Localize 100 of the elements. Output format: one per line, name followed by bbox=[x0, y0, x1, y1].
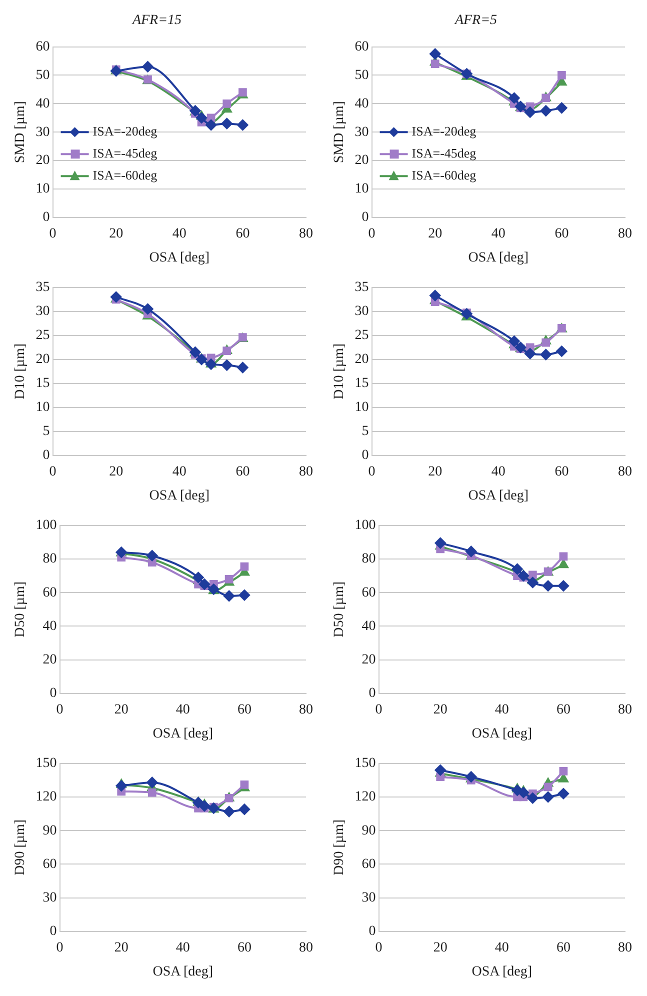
y-tick-label: 20 bbox=[42, 652, 57, 668]
y-tick-label: 30 bbox=[36, 124, 50, 140]
x-tick-label: 40 bbox=[494, 940, 509, 956]
y-tick-label: 10 bbox=[36, 182, 50, 197]
y-tick-label: 20 bbox=[36, 153, 50, 168]
y-tick-label: 25 bbox=[36, 328, 50, 344]
x-tick-label: 80 bbox=[299, 226, 313, 242]
x-tick-label: 60 bbox=[236, 226, 250, 242]
legend-label: ISA=-60deg bbox=[412, 168, 477, 183]
x-tick-label: 80 bbox=[299, 702, 313, 718]
chart-title: AFR=15 bbox=[131, 13, 182, 28]
x-tick-label: 80 bbox=[618, 226, 632, 242]
x-tick-label: 20 bbox=[114, 702, 128, 718]
x-tick-label: 80 bbox=[299, 940, 313, 956]
x-tick-label: 40 bbox=[176, 702, 190, 718]
y-tick-label: 15 bbox=[36, 376, 50, 392]
y-tick-label: 30 bbox=[362, 890, 376, 906]
y-axis-title: D10 [µm] bbox=[13, 343, 28, 400]
y-tick-label: 40 bbox=[42, 618, 57, 634]
x-tick-label: 60 bbox=[554, 226, 569, 242]
x-tick-label: 40 bbox=[172, 464, 186, 480]
x-tick-label: 20 bbox=[109, 226, 124, 242]
x-axis-title: OSA [deg] bbox=[149, 488, 210, 504]
y-tick-label: 40 bbox=[36, 96, 50, 112]
y-tick-label: 60 bbox=[362, 856, 376, 872]
y-axis-title: D50 [µm] bbox=[332, 581, 348, 638]
x-tick-label: 80 bbox=[618, 464, 632, 480]
chart-title: AFR=5 bbox=[454, 13, 498, 28]
y-tick-label: 35 bbox=[354, 280, 369, 296]
y-tick-label: 35 bbox=[36, 280, 50, 296]
y-tick-label: 0 bbox=[42, 210, 50, 226]
x-tick-label: 20 bbox=[433, 940, 448, 956]
y-tick-label: 150 bbox=[354, 756, 376, 772]
y-tick-label: 0 bbox=[368, 924, 376, 940]
x-tick-label: 60 bbox=[556, 940, 570, 956]
legend-label: ISA=-45deg bbox=[92, 146, 158, 161]
y-tick-label: 100 bbox=[354, 518, 376, 534]
y-tick-label: 80 bbox=[42, 552, 57, 567]
x-tick-label: 40 bbox=[494, 702, 509, 718]
y-axis-title: SMD [µm] bbox=[332, 101, 348, 164]
y-tick-label: 20 bbox=[362, 652, 376, 668]
y-tick-label: 25 bbox=[354, 328, 369, 344]
y-tick-label: 0 bbox=[368, 686, 376, 702]
x-axis-title: OSA [deg] bbox=[152, 726, 214, 742]
legend-label: ISA=-60deg bbox=[92, 168, 158, 183]
x-axis-title: OSA [deg] bbox=[468, 250, 529, 266]
y-tick-label: 5 bbox=[42, 424, 50, 440]
x-tick-label: 40 bbox=[176, 940, 190, 956]
y-tick-label: 50 bbox=[354, 68, 369, 83]
x-tick-label: 60 bbox=[556, 702, 570, 718]
y-tick-label: 40 bbox=[362, 618, 376, 634]
x-tick-label: 60 bbox=[237, 940, 252, 956]
x-axis-title: OSA [deg] bbox=[468, 488, 529, 504]
y-tick-label: 100 bbox=[36, 518, 57, 534]
y-axis-title: D50 [µm] bbox=[13, 581, 28, 638]
y-axis-title: D90 [µm] bbox=[332, 819, 348, 876]
y-axis-title: SMD [µm] bbox=[13, 101, 28, 164]
x-tick-label: 40 bbox=[491, 226, 506, 242]
y-tick-label: 20 bbox=[36, 352, 50, 368]
y-tick-label: 60 bbox=[362, 585, 376, 600]
y-axis-title: D10 [µm] bbox=[332, 343, 348, 400]
x-tick-label: 20 bbox=[109, 464, 124, 480]
y-tick-label: 30 bbox=[42, 890, 57, 906]
y-tick-label: 50 bbox=[36, 68, 50, 83]
y-tick-label: 30 bbox=[354, 304, 369, 320]
x-tick-label: 20 bbox=[428, 464, 442, 480]
x-tick-label: 40 bbox=[172, 226, 186, 242]
x-tick-label: 80 bbox=[618, 940, 632, 956]
y-tick-label: 60 bbox=[42, 856, 57, 872]
legend-label: ISA=-20deg bbox=[92, 124, 158, 139]
y-tick-label: 0 bbox=[50, 924, 57, 940]
y-tick-label: 15 bbox=[354, 376, 369, 392]
x-axis-title: OSA [deg] bbox=[149, 250, 210, 266]
x-tick-label: 80 bbox=[299, 464, 313, 480]
y-tick-label: 30 bbox=[354, 124, 369, 140]
y-tick-label: 60 bbox=[42, 585, 57, 600]
y-tick-label: 0 bbox=[50, 686, 57, 702]
x-axis-title: OSA [deg] bbox=[152, 964, 214, 980]
y-tick-label: 150 bbox=[36, 756, 57, 772]
legend-label: ISA=-20deg bbox=[412, 124, 477, 139]
y-tick-label: 20 bbox=[354, 352, 369, 368]
y-tick-label: 5 bbox=[362, 424, 369, 440]
x-axis-title: OSA [deg] bbox=[472, 726, 532, 742]
y-tick-label: 80 bbox=[362, 552, 376, 567]
x-tick-label: 60 bbox=[554, 464, 569, 480]
y-tick-label: 60 bbox=[354, 39, 369, 54]
legend-label: ISA=-45deg bbox=[412, 146, 477, 161]
y-tick-label: 20 bbox=[354, 153, 369, 168]
y-tick-label: 30 bbox=[36, 304, 50, 320]
y-tick-label: 0 bbox=[362, 210, 369, 226]
y-tick-label: 60 bbox=[36, 39, 50, 54]
x-axis-title: OSA [deg] bbox=[472, 964, 532, 980]
y-axis-title: D90 [µm] bbox=[13, 819, 28, 876]
x-tick-label: 60 bbox=[236, 464, 250, 480]
x-tick-label: 20 bbox=[428, 226, 442, 242]
x-tick-label: 20 bbox=[433, 702, 448, 718]
x-tick-label: 60 bbox=[237, 702, 252, 718]
y-tick-label: 90 bbox=[362, 823, 376, 838]
y-tick-label: 0 bbox=[362, 448, 369, 464]
y-tick-label: 10 bbox=[354, 182, 369, 197]
